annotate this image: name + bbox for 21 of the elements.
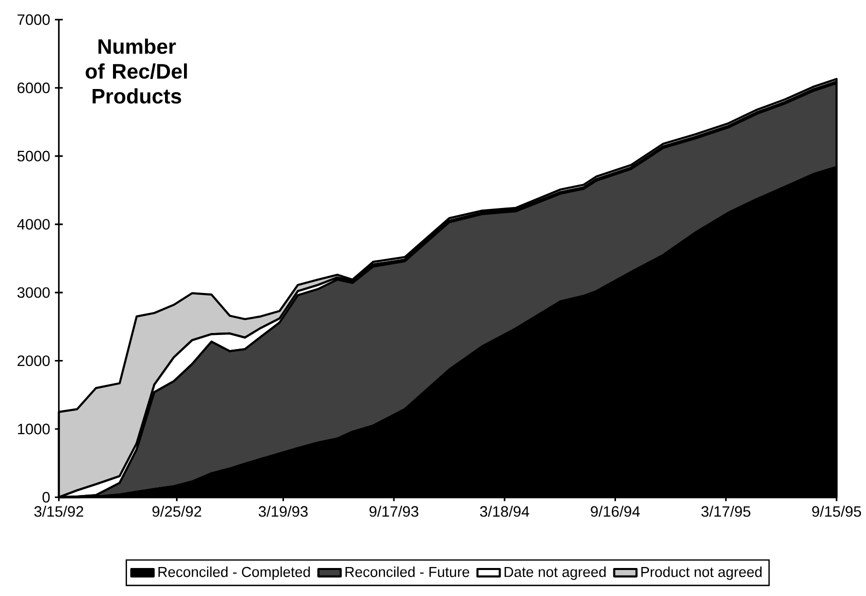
y-tick-label: 2000 — [18, 355, 50, 366]
legend-label: Product not agreed — [641, 566, 762, 580]
y-tick-label: 1000 — [18, 424, 50, 434]
x-tick-label: 3/17/95 — [701, 506, 750, 517]
x-tick-label: 9/25/92 — [152, 506, 202, 517]
legend-label: Date not agreed — [504, 566, 606, 580]
y-tick-label: 0 — [42, 492, 50, 502]
y-tick-label: 3000 — [17, 287, 50, 298]
legend-label: Reconciled - Completed — [158, 566, 310, 580]
x-tick-label: 3/15/92 — [34, 506, 84, 517]
x-tick-label: 9/15/95 — [812, 506, 862, 517]
x-tick-label: 3/18/94 — [480, 506, 530, 517]
text: Number of Rec/Del Products — [86, 38, 187, 104]
y-tick-label: 5000 — [17, 150, 50, 162]
x-tick-label: 9/16/94 — [590, 506, 640, 517]
y-tick-label: 7000 — [18, 14, 50, 25]
y-tick-label: 4000 — [17, 218, 50, 230]
x-tick-label: 3/19/93 — [258, 506, 308, 517]
legend-label: Reconciled - Future — [346, 566, 470, 577]
y-tick-label: 6000 — [18, 82, 50, 94]
x-tick-label: 9/17/93 — [370, 506, 418, 517]
